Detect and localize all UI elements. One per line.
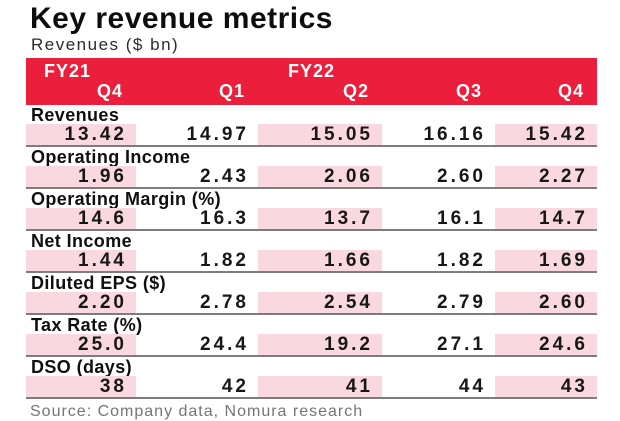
fy21-label: FY21 <box>44 61 92 81</box>
metric-label: Operating Margin (%) <box>31 189 222 209</box>
value-cell: 16.3 <box>200 208 249 229</box>
metric-values-row: 38 42 41 44 43 <box>26 376 597 397</box>
metric-block-1: Operating Income 1.96 2.43 2.06 2.60 2.27 <box>26 147 597 189</box>
metric-label: DSO (days) <box>31 357 133 377</box>
quarter-header-0: Q4 <box>96 81 123 101</box>
value-cell: 44 <box>458 376 486 397</box>
metric-label: Revenues <box>31 105 120 125</box>
value-cell: 2.43 <box>200 166 249 187</box>
value-cell: 14.97 <box>186 124 249 145</box>
value-cell: 25.0 <box>26 334 136 355</box>
value-cell: 16.16 <box>423 124 486 145</box>
table-body: Revenues 13.42 14.97 15.05 16.16 15.42 Operati… <box>26 105 597 399</box>
metric-values-row: 1.44 1.82 1.66 1.82 1.69 <box>26 250 597 271</box>
metric-block-0: Revenues 13.42 14.97 15.05 16.16 15.42 <box>26 105 597 147</box>
quarter-header-row: Q4 Q1 Q2 Q3 Q4 <box>26 81 597 101</box>
value-cell: 1.44 <box>26 250 136 271</box>
metrics-table: FY21 FY22 Q4 Q1 Q2 Q3 Q4 Revenues 13.42 14.97 1… <box>26 58 597 399</box>
value-cell: 2.78 <box>200 292 249 313</box>
value-cell: 43 <box>495 376 597 397</box>
quarter-header-4: Q4 <box>557 81 584 101</box>
value-cell: 27.1 <box>437 334 486 355</box>
metric-values-row: 14.6 16.3 13.7 16.1 14.7 <box>26 208 597 229</box>
value-cell: 41 <box>258 376 382 397</box>
value-cell: 14.6 <box>26 208 136 229</box>
metric-block-2: Operating Margin (%) 14.6 16.3 13.7 16.1 14.7 <box>26 189 597 231</box>
value-cell: 14.7 <box>495 208 597 229</box>
quarter-header-3: Q3 <box>455 81 482 101</box>
metric-values-row: 25.0 24.4 19.2 27.1 24.6 <box>26 334 597 355</box>
value-cell: 2.27 <box>495 166 597 187</box>
value-cell: 38 <box>26 376 136 397</box>
metric-label: Tax Rate (%) <box>31 315 143 335</box>
metric-label: Operating Income <box>31 147 191 167</box>
value-cell: 1.96 <box>26 166 136 187</box>
value-cell: 16.1 <box>437 208 486 229</box>
value-cell: 2.79 <box>437 292 486 313</box>
value-cell: 2.20 <box>26 292 136 313</box>
value-cell: 24.6 <box>495 334 597 355</box>
fiscal-year-row: FY21 FY22 <box>26 61 597 81</box>
value-cell: 42 <box>221 376 249 397</box>
value-cell: 13.42 <box>26 124 136 145</box>
metric-block-3: Net Income 1.44 1.82 1.66 1.82 1.69 <box>26 231 597 273</box>
value-cell: 13.7 <box>258 208 382 229</box>
metric-values-row: 13.42 14.97 15.05 16.16 15.42 <box>26 124 597 145</box>
value-cell: 15.42 <box>495 124 597 145</box>
value-cell: 2.06 <box>258 166 382 187</box>
value-cell: 1.82 <box>200 250 249 271</box>
metric-block-6: DSO (days) 38 42 41 44 43 <box>26 357 597 399</box>
value-cell: 1.82 <box>437 250 486 271</box>
quarter-header-1: Q1 <box>218 81 245 101</box>
metric-block-4: Diluted EPS ($) 2.20 2.78 2.54 2.79 2.60 <box>26 273 597 315</box>
value-cell: 1.66 <box>258 250 382 271</box>
value-cell: 2.60 <box>437 166 486 187</box>
metric-label: Net Income <box>31 231 133 251</box>
page-title: Key revenue metrics <box>30 2 333 35</box>
table-subtitle: Revenues ($ bn) <box>31 35 180 54</box>
metric-block-5: Tax Rate (%) 25.0 24.4 19.2 27.1 24.6 <box>26 315 597 357</box>
source-note: Source: Company data, Nomura research <box>30 403 364 420</box>
value-cell: 19.2 <box>258 334 382 355</box>
value-cell: 15.05 <box>258 124 382 145</box>
metric-label: Diluted EPS ($) <box>31 273 167 293</box>
metric-values-row: 2.20 2.78 2.54 2.79 2.60 <box>26 292 597 313</box>
fy22-label: FY22 <box>287 61 336 81</box>
quarter-header-2: Q2 <box>342 81 369 101</box>
table-header-band: FY21 FY22 Q4 Q1 Q2 Q3 Q4 <box>26 58 597 105</box>
value-cell: 1.69 <box>495 250 597 271</box>
value-cell: 2.54 <box>258 292 382 313</box>
value-cell: 2.60 <box>495 292 597 313</box>
metric-values-row: 1.96 2.43 2.06 2.60 2.27 <box>26 166 597 187</box>
value-cell: 24.4 <box>200 334 249 355</box>
